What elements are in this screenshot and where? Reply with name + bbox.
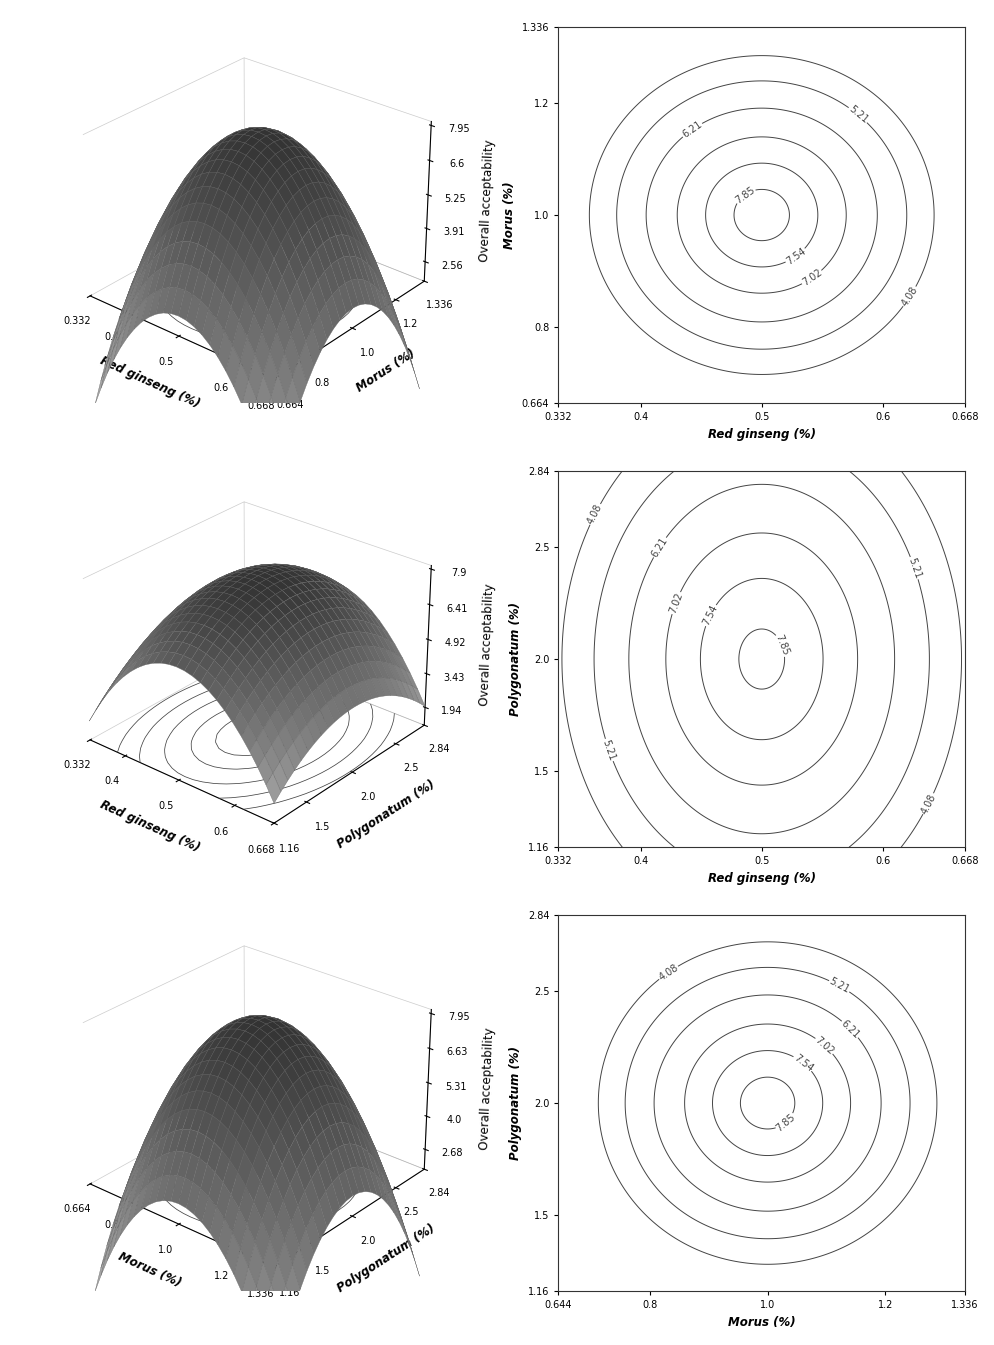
Text: 5.21: 5.21 bbox=[827, 976, 851, 995]
Text: 6.21: 6.21 bbox=[680, 120, 703, 140]
X-axis label: Morus (%): Morus (%) bbox=[728, 1315, 795, 1329]
Y-axis label: Morus (%): Morus (%) bbox=[354, 347, 417, 394]
Text: 7.02: 7.02 bbox=[799, 268, 823, 288]
Y-axis label: Polygonatum (%): Polygonatum (%) bbox=[509, 1046, 522, 1159]
Text: 5.21: 5.21 bbox=[906, 557, 921, 580]
Text: 6.21: 6.21 bbox=[649, 535, 669, 560]
Text: 7.85: 7.85 bbox=[773, 1111, 796, 1132]
Text: 6.21: 6.21 bbox=[838, 1018, 861, 1040]
Text: 7.54: 7.54 bbox=[791, 1052, 814, 1073]
Y-axis label: Polygonatum (%): Polygonatum (%) bbox=[334, 1223, 437, 1295]
X-axis label: Morus (%): Morus (%) bbox=[116, 1250, 183, 1290]
X-axis label: Red ginseng (%): Red ginseng (%) bbox=[98, 354, 202, 410]
Text: 4.08: 4.08 bbox=[656, 962, 679, 983]
Text: 5.21: 5.21 bbox=[846, 104, 869, 125]
Text: 7.02: 7.02 bbox=[812, 1034, 835, 1056]
X-axis label: Red ginseng (%): Red ginseng (%) bbox=[707, 428, 815, 441]
X-axis label: Red ginseng (%): Red ginseng (%) bbox=[707, 872, 815, 885]
Y-axis label: Morus (%): Morus (%) bbox=[503, 182, 516, 249]
Text: 7.54: 7.54 bbox=[783, 246, 807, 266]
Text: 7.02: 7.02 bbox=[667, 590, 684, 615]
Text: 7.85: 7.85 bbox=[772, 633, 790, 658]
Text: 4.08: 4.08 bbox=[899, 285, 918, 308]
Text: 7.85: 7.85 bbox=[733, 184, 755, 206]
Text: 4.08: 4.08 bbox=[585, 503, 603, 526]
Text: 5.21: 5.21 bbox=[600, 738, 616, 761]
Text: 4.08: 4.08 bbox=[918, 792, 936, 815]
Y-axis label: Polygonatum (%): Polygonatum (%) bbox=[334, 779, 437, 851]
Text: 7.54: 7.54 bbox=[700, 604, 719, 627]
X-axis label: Red ginseng (%): Red ginseng (%) bbox=[98, 798, 202, 854]
Y-axis label: Polygonatum (%): Polygonatum (%) bbox=[509, 603, 522, 716]
